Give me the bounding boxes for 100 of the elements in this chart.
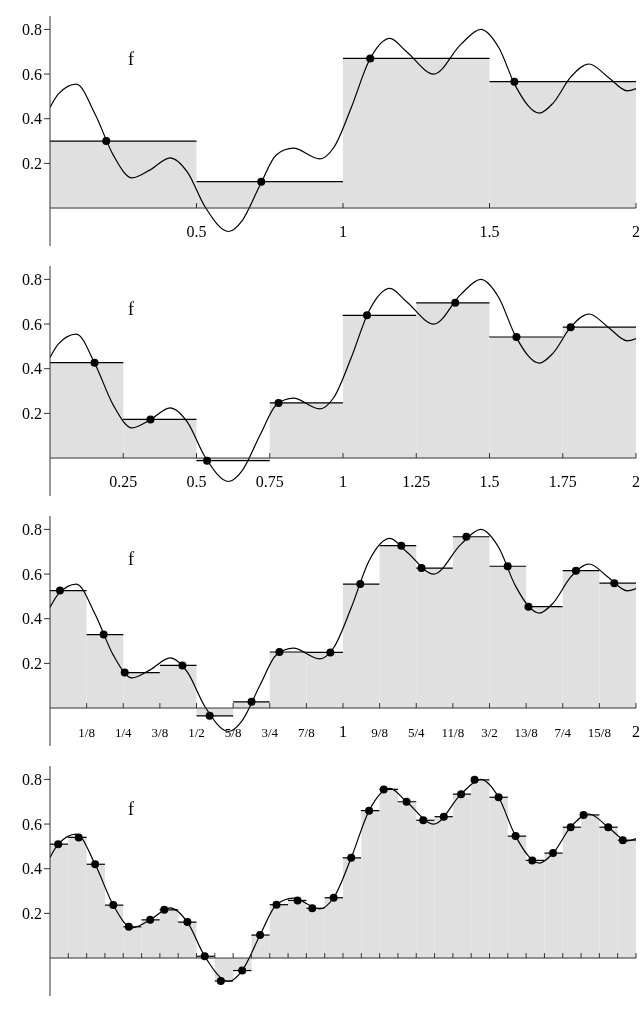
point: [238, 966, 247, 975]
point: [91, 860, 100, 869]
x-tick-label: 3/8: [151, 725, 169, 741]
y-tick-label: 0.2: [22, 655, 42, 673]
point: [274, 398, 283, 407]
point: [528, 856, 537, 865]
point: [146, 915, 155, 924]
point: [74, 833, 83, 842]
point: [200, 952, 209, 961]
y-tick-label: 0.8: [22, 271, 42, 289]
point: [293, 896, 302, 905]
annotation: f: [128, 798, 134, 820]
point: [146, 415, 155, 424]
x-tick-label: 1.5: [479, 473, 500, 491]
point: [275, 647, 284, 656]
point: [272, 900, 281, 909]
point: [566, 323, 575, 332]
x-tick-label: 5/4: [407, 725, 426, 741]
x-tick-label: 0.25: [109, 473, 138, 491]
y-tick-label: 0.6: [22, 815, 42, 833]
point: [618, 836, 627, 845]
point: [120, 668, 129, 677]
x-tick-label: 1.25: [402, 473, 431, 491]
y-tick-label: 0.8: [22, 521, 42, 539]
x-tick-label: 1/2: [188, 725, 205, 741]
x-tick-label: 2: [632, 473, 640, 491]
x-tick-label: 9/8: [371, 725, 388, 741]
x-tick-label: 7/8: [298, 725, 315, 741]
point: [494, 793, 503, 802]
point: [356, 580, 365, 589]
point: [183, 918, 192, 927]
point: [365, 806, 374, 815]
point: [579, 810, 588, 819]
point: [247, 697, 256, 706]
y-tick-label: 0.2: [22, 405, 42, 423]
x-tick-label: 13/8: [514, 725, 538, 741]
point: [55, 586, 64, 595]
point: [99, 630, 108, 639]
annotation: f: [128, 548, 134, 570]
point: [397, 541, 406, 550]
point: [610, 579, 619, 588]
point: [366, 54, 375, 63]
x-tick-label: 2: [632, 223, 640, 241]
point: [512, 333, 521, 342]
annotation: f: [128, 48, 134, 70]
point: [503, 562, 512, 571]
x-tick-label: 1.5: [479, 223, 500, 241]
x-tick-label: 3/2: [481, 725, 498, 741]
point: [457, 790, 466, 799]
y-tick-label: 0.6: [22, 315, 42, 333]
point: [90, 358, 99, 367]
x-tick-label: 0.5: [186, 223, 207, 241]
annotation: f: [128, 298, 134, 320]
point: [419, 816, 428, 825]
point: [109, 901, 118, 910]
point: [102, 137, 111, 146]
point: [604, 823, 613, 832]
point: [203, 456, 212, 465]
x-tick-label: 11/8: [441, 725, 465, 741]
point: [363, 311, 372, 320]
x-tick-label: 15/8: [587, 725, 611, 741]
point: [205, 711, 214, 720]
y-tick-label: 0.8: [22, 771, 42, 789]
point: [256, 931, 265, 940]
x-tick-label: 3/4: [261, 725, 279, 741]
x-tick-label: 7/4: [554, 725, 572, 741]
point: [571, 566, 580, 575]
point: [470, 775, 479, 784]
x-tick-label: 0.5: [186, 473, 207, 491]
x-tick-label: 1: [339, 723, 347, 741]
point: [347, 853, 356, 862]
y-tick-label: 0.4: [22, 860, 42, 878]
point: [451, 298, 460, 307]
x-tick-label: 1: [339, 223, 347, 241]
point: [308, 904, 317, 913]
x-tick-label: 1: [339, 473, 347, 491]
point: [417, 564, 426, 573]
y-tick-label: 0.4: [22, 360, 42, 378]
point: [510, 77, 519, 86]
point: [566, 823, 575, 832]
point: [216, 977, 225, 986]
x-tick-label: 1/4: [114, 725, 133, 741]
point: [439, 812, 448, 821]
x-tick-label: 2: [632, 723, 640, 741]
point: [524, 602, 533, 611]
point: [329, 893, 338, 902]
point: [402, 797, 411, 806]
x-tick-label: 0.75: [255, 473, 284, 491]
point: [54, 840, 63, 849]
y-tick-label: 0.2: [22, 155, 42, 173]
x-tick-label: 1/8: [78, 725, 95, 741]
point: [326, 648, 335, 657]
point: [511, 832, 520, 841]
point: [462, 532, 471, 541]
point: [549, 849, 558, 858]
point: [257, 177, 266, 186]
y-tick-label: 0.4: [22, 110, 42, 128]
y-tick-label: 0.6: [22, 65, 42, 83]
y-tick-label: 0.4: [22, 610, 42, 628]
y-tick-label: 0.2: [22, 905, 42, 923]
